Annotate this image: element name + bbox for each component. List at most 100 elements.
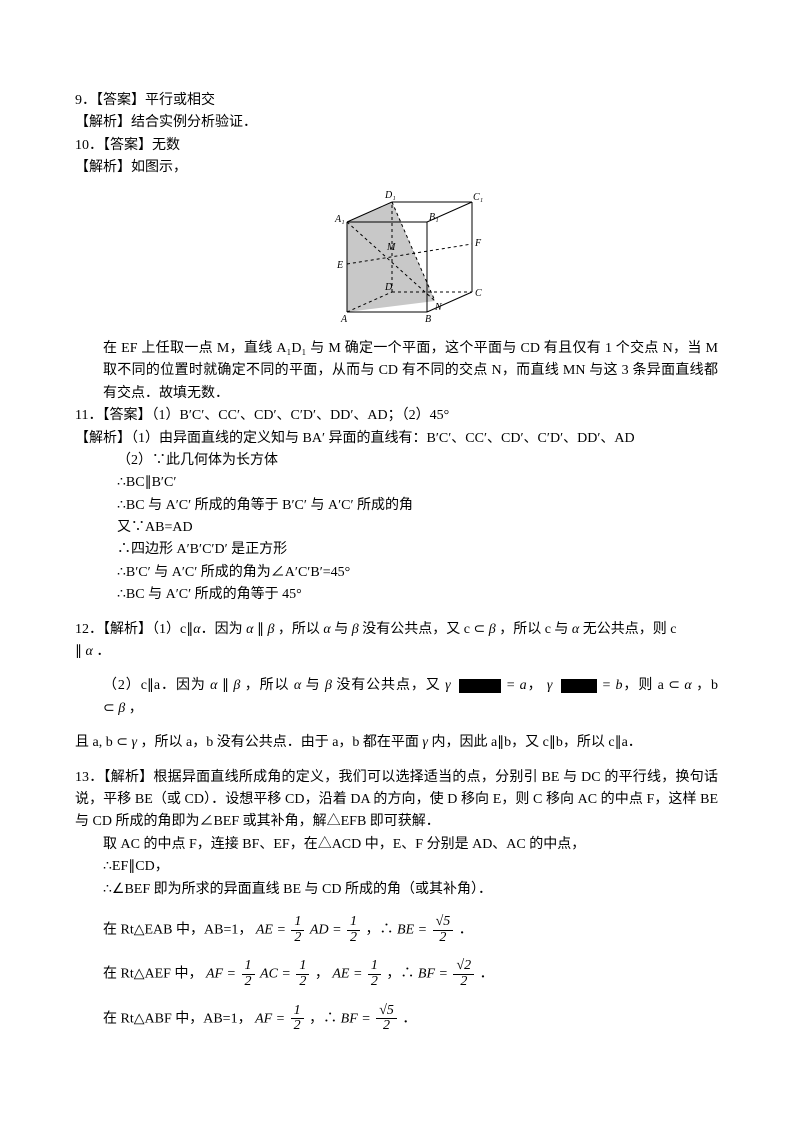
q12-p2e: 没有公共点，又 — [336, 678, 440, 693]
q12-line2: （2）c∥a．因为 α ∥ β ，所以 α 与 β 没有公共点，又 γ = a ，… — [75, 675, 718, 720]
q11-line-0: （2）∵此几何体为长方体 — [75, 450, 718, 472]
q11-line-5: ∴B′C′ 与 A′C′ 所成的角为∠A′C′B′=45° — [75, 562, 718, 584]
num: 1 — [242, 959, 255, 974]
eq2-therefore: ，∴ — [386, 967, 414, 982]
q11-line-1: ∴BC∥B′C′ — [75, 472, 718, 494]
q13-eq1: 在 Rt△EAB 中，AB=1， AE = 12 AD = 12 ，∴ BE =… — [75, 915, 718, 945]
den: 2 — [242, 974, 255, 990]
q13-eq3-prefix: 在 Rt△ABF 中，AB=1， — [103, 1011, 252, 1026]
q11-line-4-text: ∴四边形 A′B′C′D′ 是正方形 — [117, 542, 287, 557]
eq1-therefore: ，∴ — [366, 922, 394, 937]
q13-p2-text: 取 AC 的中点 F，连接 BF、EF，在△ACD 中，E、F 分别是 AD、A… — [103, 837, 585, 852]
den: 2 — [433, 930, 454, 946]
q12-p2c: ，所以 — [245, 678, 290, 693]
redaction-2 — [561, 679, 597, 693]
frac-1-2-c: 12 — [242, 959, 255, 989]
alpha-7: α — [294, 678, 301, 693]
num: 1 — [291, 1004, 304, 1019]
gamma-1: γ — [445, 678, 451, 693]
q9-answer-line: 9．【答案】平行或相交 — [75, 90, 718, 112]
q11-line-4: ∴四边形 A′B′C′D′ 是正方形 — [75, 539, 718, 561]
q13-p4: ∴∠BEF 即为所求的异面直线 BE 与 CD 所成的角（或其补角）． — [75, 879, 718, 901]
q12-p1a: （1）c∥ — [152, 622, 193, 637]
beta-5: β — [325, 678, 332, 693]
alpha-6: α — [210, 678, 217, 693]
frac-1-2-b: 12 — [347, 915, 360, 945]
q10-body: 在 EF 上任取一点 M，直线 A₁D₁ 与 M 确定一个平面，这个平面与 CD… — [75, 338, 718, 405]
beta-4: β — [233, 678, 240, 693]
q9-analysis-line: 【解析】结合实例分析验证． — [75, 112, 718, 134]
q12-p1j: ． — [96, 644, 110, 659]
num: √5 — [376, 1004, 397, 1019]
svg-text:E: E — [336, 260, 343, 271]
num: 1 — [347, 915, 360, 930]
frac-sqrt5-2-a: √52 — [433, 915, 454, 945]
page: 9．【答案】平行或相交 【解析】结合实例分析验证． 10．【答案】无数 【解析】… — [0, 0, 793, 1122]
q12-l3a: 且 a, b ⊂ — [75, 735, 128, 750]
q13-p4-text: ∴∠BEF 即为所求的异面直线 BE 与 CD 所成的角（或其补角）． — [103, 882, 492, 897]
gamma-2: γ — [547, 678, 553, 693]
half-ad: AD = — [310, 922, 342, 937]
frac-sqrt2-2: √22 — [453, 959, 474, 989]
q13-p2: 取 AC 的中点 F，连接 BF、EF，在△ACD 中，E、F 分别是 AD、A… — [75, 834, 718, 856]
svg-text:D₁: D₁ — [384, 190, 396, 201]
svg-text:M: M — [386, 242, 396, 253]
q12-p1g: ，所以 c 与 — [499, 622, 568, 637]
alpha-8: α — [684, 678, 691, 693]
q13-p1: 13．【解析】根据异面直线所成角的定义，我们可以选择适当的点，分别引 BE 与 … — [75, 767, 718, 834]
frac-sqrt5-2-b: √52 — [376, 1004, 397, 1034]
cube-diagram: A B C D A₁ B₁ C₁ D₁ E F M N — [307, 184, 487, 324]
ae-eq2: AE = — [332, 967, 362, 982]
gamma-3: γ — [131, 735, 137, 750]
af-eq: AF = — [206, 967, 236, 982]
frac-1-2-d: 12 — [296, 959, 309, 989]
q12-p2b: ∥ — [222, 678, 229, 693]
q11-line-3-text: 又∵AB=AD — [117, 520, 193, 535]
svg-text:N: N — [434, 302, 443, 313]
svg-text:D: D — [384, 282, 393, 293]
q12-line1: 12．【解析】（1）c∥α．因为 α ∥ β ，所以 α 与 β 没有公共点，又… — [75, 619, 718, 641]
gamma-4: γ — [422, 735, 428, 750]
eq-b: = b — [602, 678, 623, 693]
q10-analysis-intro-text: 如图示， — [131, 160, 187, 175]
frac-1-2-f: 12 — [291, 1004, 304, 1034]
den: 2 — [347, 930, 360, 946]
spacer-4 — [75, 755, 718, 767]
be-eq: BE = — [397, 922, 427, 937]
q10-analysis-intro: 【解析】如图示， — [75, 157, 718, 179]
q10-analysis-label: 【解析】 — [75, 160, 131, 175]
q11-answer-line: 11．【答案】（1）B′C′、CC′、CD′、C′D′、DD′、AD；（2）45… — [75, 405, 718, 427]
eq-a: = a — [506, 678, 527, 693]
q11-line-6: ∴BC 与 A′C′ 所成的角等于 45° — [75, 584, 718, 606]
den: 2 — [296, 974, 309, 990]
q9-answer-label: 9．【答案】 — [75, 93, 145, 108]
half-ac: AC = — [260, 967, 291, 982]
num: 1 — [368, 959, 381, 974]
q11-line-3: 又∵AB=AD — [75, 517, 718, 539]
q10-answer-line: 10．【答案】无数 — [75, 135, 718, 157]
q12-p1i: ∥ — [75, 644, 82, 659]
num: 1 — [296, 959, 309, 974]
q12-p1c: ∥ — [257, 622, 264, 637]
svg-text:C₁: C₁ — [473, 192, 483, 203]
q12-l3c: 内，因此 a∥b，又 c∥b，所以 c∥a． — [431, 735, 641, 750]
af-eq2: AF = — [255, 1011, 285, 1026]
q11-line-6-text: ∴BC 与 A′C′ 所成的角等于 45° — [117, 587, 302, 602]
alpha-5: α — [86, 644, 93, 659]
q9-analysis-text: 结合实例分析验证． — [131, 115, 257, 130]
q11-line-1-text: ∴BC∥B′C′ — [117, 475, 176, 490]
q11-line-0-text: （2）∵此几何体为长方体 — [117, 453, 278, 468]
spacer-2 — [75, 663, 718, 675]
q9-answer-text: 平行或相交 — [145, 93, 215, 108]
q11-analysis-line1: 【解析】（1）由异面直线的定义知与 BA′ 异面的直线有：B′C′、CC′、CD… — [75, 428, 718, 450]
q12-p2h: ， — [129, 701, 143, 716]
q12-p2d: 与 — [306, 678, 321, 693]
q12-line1-end: ∥ α ． — [75, 641, 718, 663]
num: √2 — [453, 959, 474, 974]
q12-l3b: ，所以 a，b 没有公共点．由于 a，b 都在平面 — [140, 735, 418, 750]
q11-line-2: ∴BC 与 A′C′ 所成的角等于 B′C′ 与 A′C′ 所成的角 — [75, 495, 718, 517]
q12-p2a: （2）c∥a．因为 — [103, 678, 206, 693]
alpha-1: α — [193, 622, 200, 637]
beta-1: β — [267, 622, 274, 637]
q11-line-5-text: ∴B′C′ 与 A′C′ 所成的角为∠A′C′B′=45° — [117, 565, 350, 580]
